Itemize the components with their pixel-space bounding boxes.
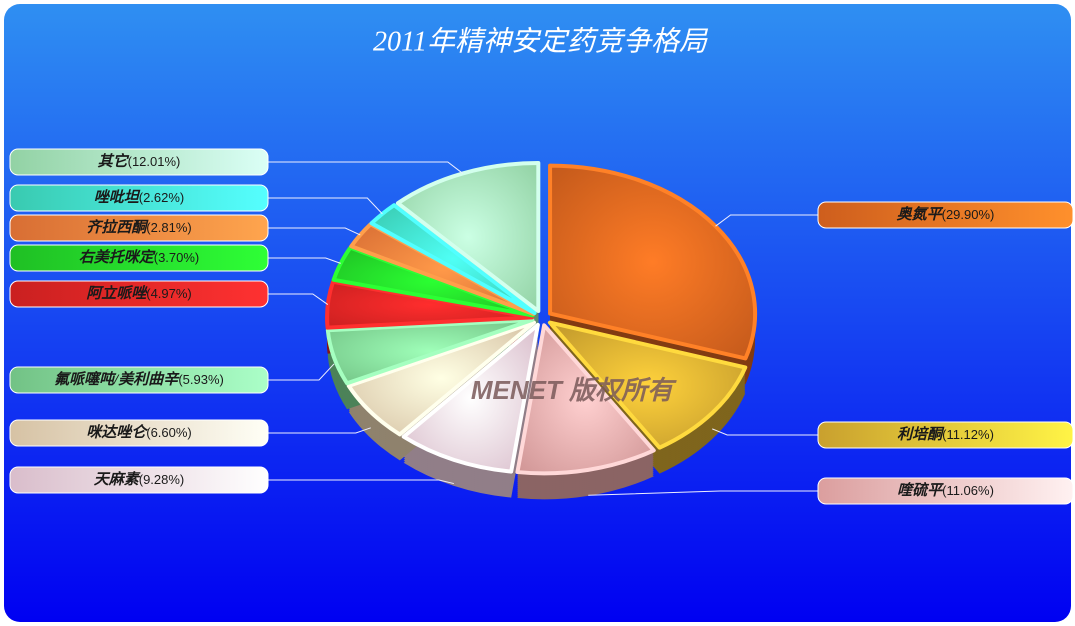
leader-line [712,428,818,436]
value-label: (12.01%) [128,154,181,169]
data-label: 咪达唑仑(6.60%) [86,423,192,441]
slice [547,320,748,450]
slice [401,322,540,474]
label-box [9,244,269,272]
leader-line [715,214,818,227]
leader-line [268,479,455,485]
data-label: 奥氮平(29.90%) [897,206,995,223]
slice [325,317,535,386]
label-box [9,214,269,242]
label-box [9,148,269,176]
label-box [9,184,269,212]
data-label: 利培酮(11.12%) [897,425,994,443]
category-name: 奥氮平 [897,206,944,223]
value-label: (2.81%) [146,220,192,235]
category-name: 齐拉西酮 [86,218,149,236]
data-label: 齐拉西酮(2.81%) [86,218,192,236]
value-label: (11.12%) [942,427,994,442]
leader-line [268,363,335,381]
value-label: (4.97%) [146,286,192,301]
leader-line [268,257,341,264]
data-label: 阿立哌唑(4.97%) [86,284,192,302]
category-name: 唑吡坦 [94,189,141,206]
value-label: (5.93%) [178,372,224,387]
category-name: 氟哌噻吨/美利曲辛 [54,370,180,388]
data-label: 唑吡坦(2.62%) [94,189,185,206]
value-label: (9.28%) [139,472,185,487]
leader-line [268,197,383,215]
leader-line [268,427,371,434]
data-label: 天麻素(9.28%) [94,470,185,488]
leader-line [268,293,329,305]
label-box [9,280,269,308]
data-label: 喹硫平(11.06%) [897,481,994,499]
category-name: 天麻素 [94,470,141,488]
label-box [817,421,1074,449]
data-label: 其它(12.01%) [98,152,181,170]
label-box [817,201,1074,229]
category-name: 利培酮 [897,425,945,443]
chart-title: 2011年精神安定药竞争格局 [373,26,709,57]
data-label: 氟哌噻吨/美利曲辛(5.93%) [54,370,224,388]
slice [346,320,537,437]
slice [548,163,758,361]
leader-line [588,490,818,496]
value-label: (3.70%) [154,250,200,265]
category-name: 喹硫平 [897,481,944,499]
label-box [9,466,269,494]
category-name: 其它 [98,152,130,170]
label-box [9,366,269,394]
slice [325,279,535,330]
category-name: 咪达唑仑 [86,423,148,441]
value-label: (29.90%) [942,207,995,222]
slice [395,161,541,314]
label-box [817,477,1074,505]
category-name: 右美托咪定 [79,248,156,266]
watermark: MENET 版权所有 [471,375,677,405]
leader-line [268,161,464,174]
value-label: (6.60%) [146,425,192,440]
category-name: 阿立哌唑 [86,284,148,302]
label-box [9,419,269,447]
data-label: 右美托咪定(3.70%) [79,248,200,266]
value-label: (11.06%) [942,483,994,498]
slice [515,323,656,476]
pie [325,161,758,500]
value-label: (2.62%) [139,190,185,205]
slice [369,203,537,315]
leader-line [268,227,361,236]
